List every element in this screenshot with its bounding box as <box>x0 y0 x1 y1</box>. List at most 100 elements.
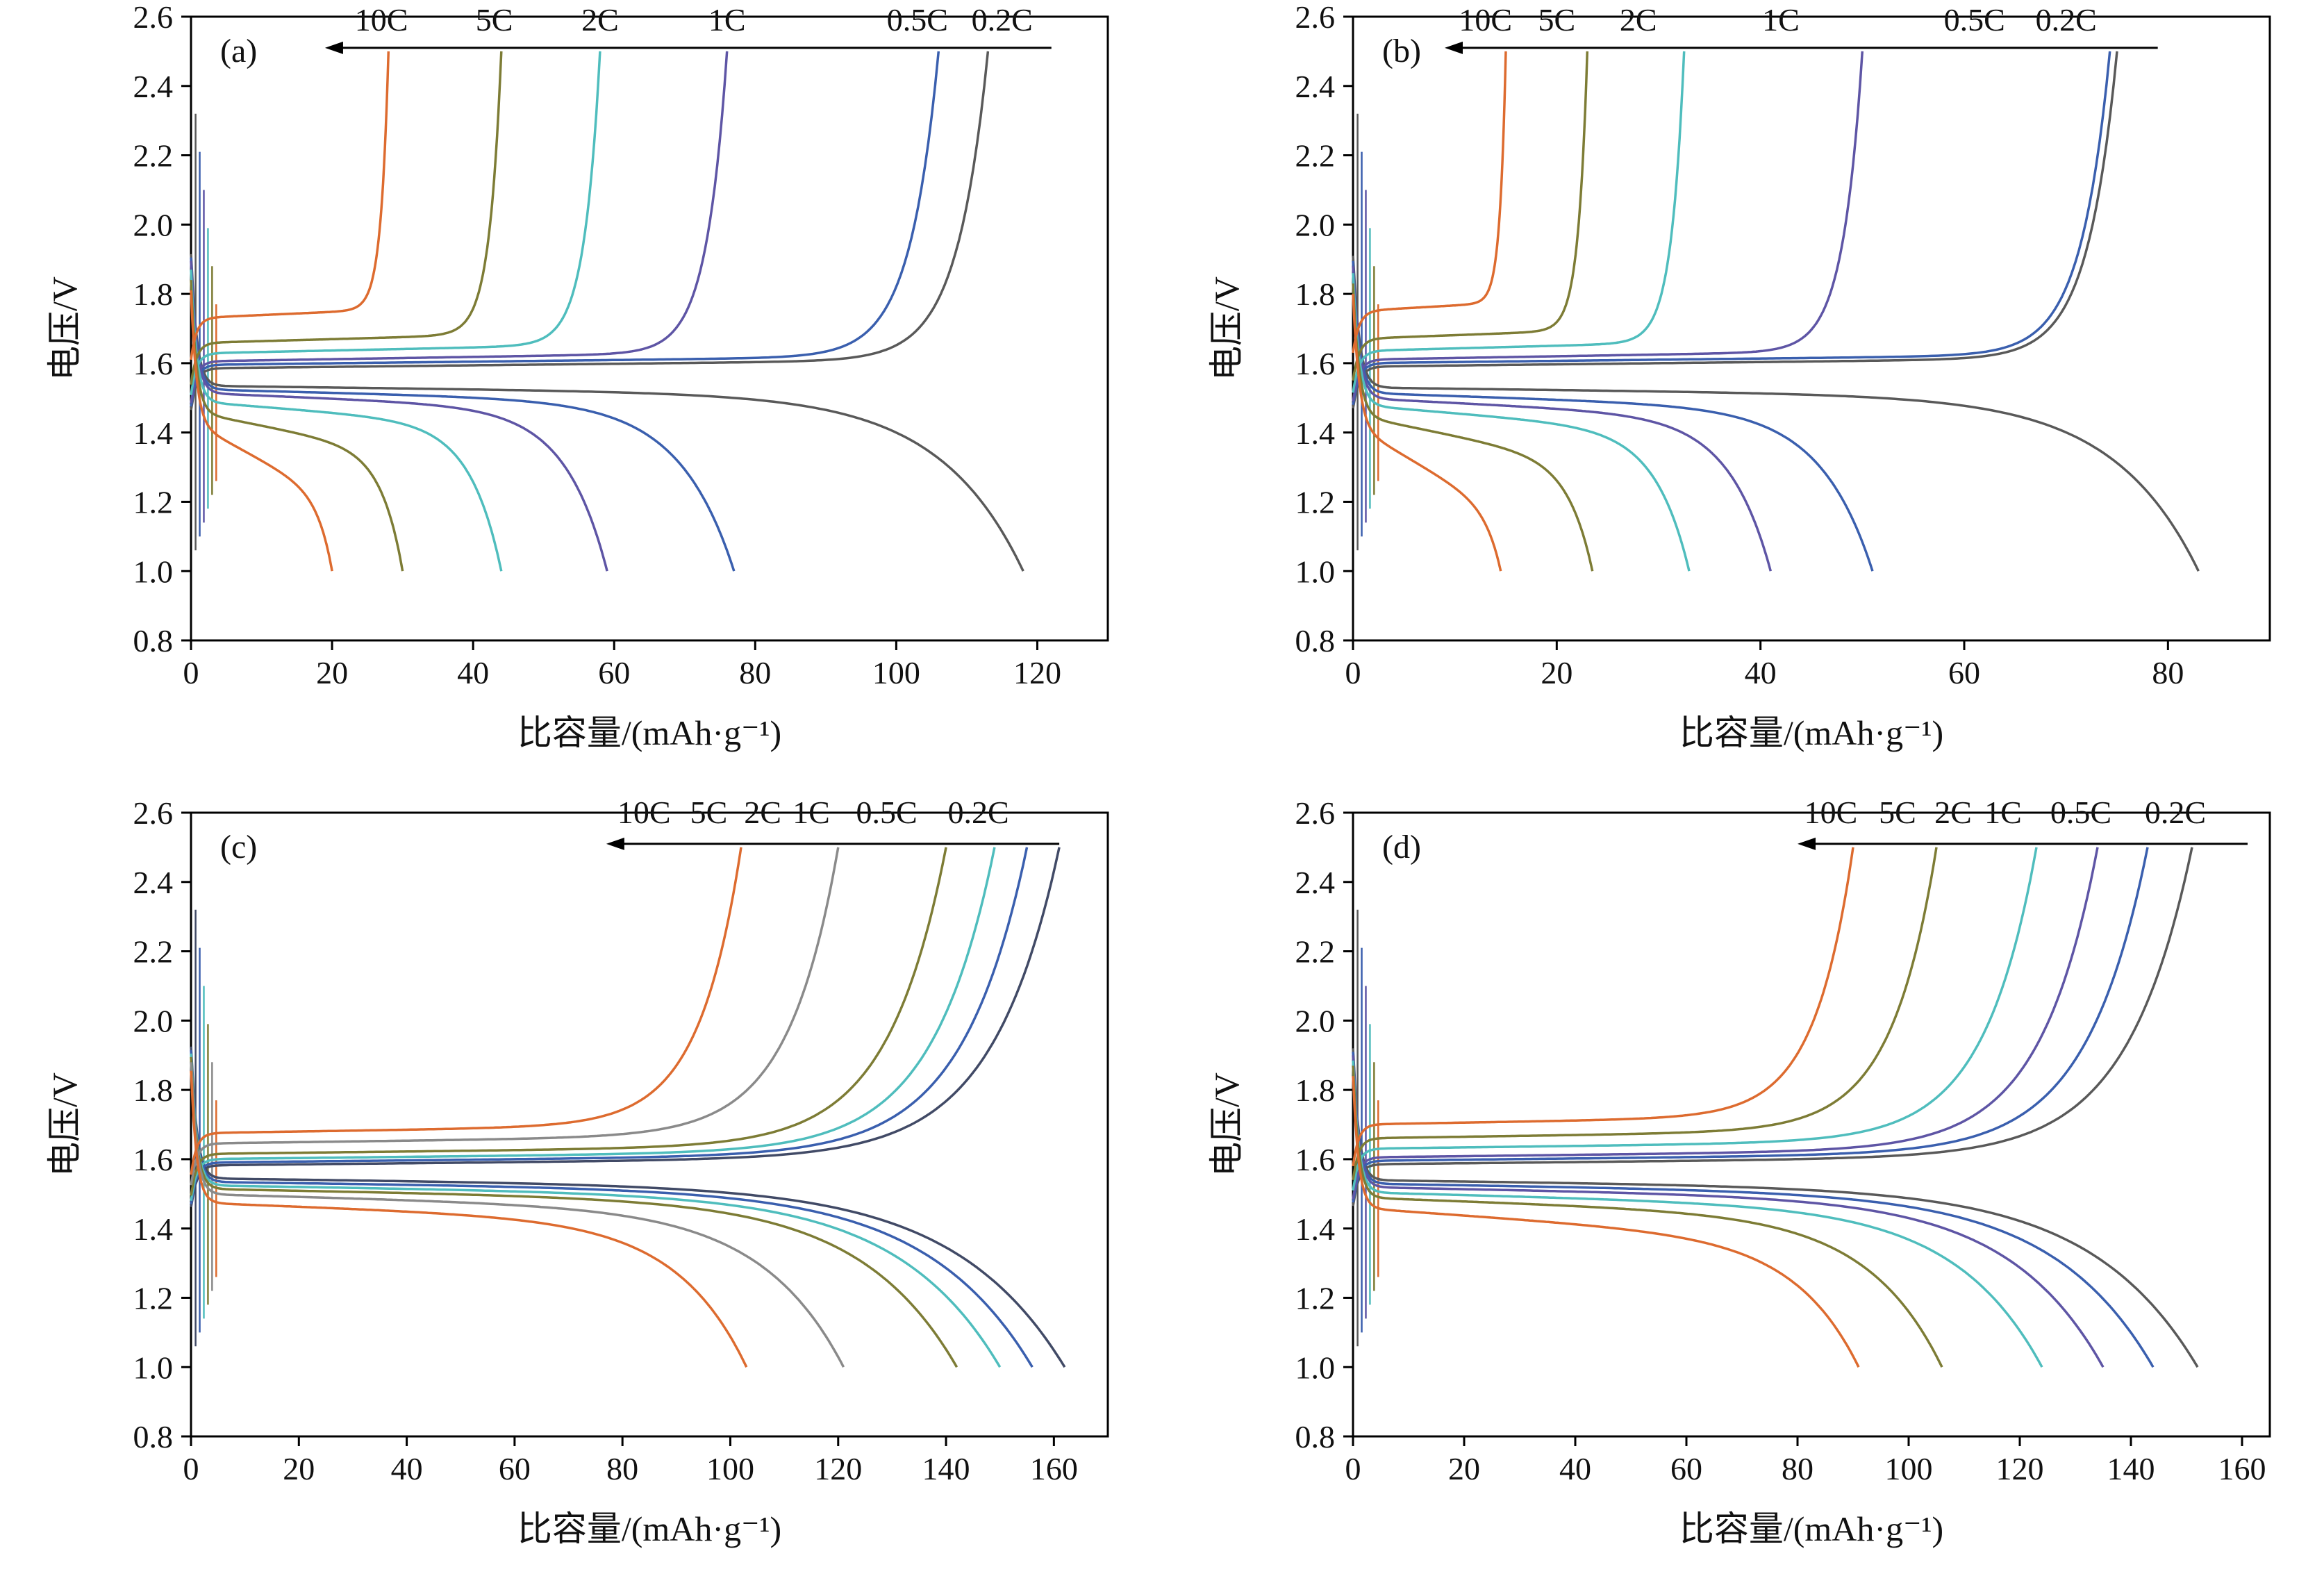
series-2C-discharge <box>1352 1060 2043 1368</box>
chart-panel-b: 0 20 40 60 80 0.8 1.0 1.2 1.4 1.6 1.8 2.0 2.2 2.4 2.6 比… <box>1207 0 2271 752</box>
y-tick-label: 1.2 <box>133 485 174 520</box>
y-tick-label: 1.0 <box>133 554 174 589</box>
series-0.5C-discharge <box>190 257 736 572</box>
plot-frame <box>1352 811 2271 1438</box>
series-10C-discharge <box>1352 294 1502 572</box>
panel-label: (b) <box>1382 33 1421 69</box>
series-0.2C-charge <box>190 847 1061 1208</box>
series-2C-discharge <box>1352 273 1691 572</box>
series-0.2C-discharge <box>190 254 1024 572</box>
rate-label: 1C <box>1762 2 1800 38</box>
chart-panel-c: 0 20 40 60 80 100 120 140 160 0.8 1.0 1.2 1.4 1.6 1.8 2… <box>45 796 1109 1548</box>
rate-label: 5C <box>476 2 513 38</box>
series-10C-discharge <box>190 290 333 572</box>
y-tick-label: 1.4 <box>133 1211 174 1247</box>
rate-arrow-head <box>324 41 343 54</box>
rate-label: 0.5C <box>1944 2 2005 38</box>
rate-label: 0.2C <box>972 2 1033 38</box>
y-tick-label: 2.4 <box>133 69 174 104</box>
rate-label: 0.2C <box>948 796 1009 830</box>
series-0.5C-discharge <box>1352 1052 2155 1368</box>
series-0.5C-charge <box>1352 847 2149 1203</box>
x-tick-label: 160 <box>1030 1451 1078 1486</box>
series-1C-charge <box>190 847 996 1202</box>
y-tick-label: 2.4 <box>1295 865 1336 900</box>
series-0.5C-charge <box>1352 51 2111 406</box>
series-2C-charge <box>1352 51 1686 393</box>
x-tick-label: 80 <box>739 655 771 690</box>
x-axis-title: 比容量/(mAh·g⁻¹) <box>517 1509 781 1548</box>
y-tick-label: 1.0 <box>1295 1350 1336 1385</box>
y-tick-label: 1.8 <box>133 1072 174 1108</box>
series-1C-charge <box>1352 847 2099 1200</box>
plot-frame <box>1352 15 2271 642</box>
y-tick-label: 0.8 <box>1295 1419 1336 1454</box>
series-0.5C-charge <box>190 847 1029 1205</box>
series-1C-charge <box>190 51 729 404</box>
y-tick-label: 1.6 <box>1295 346 1336 381</box>
panel-label: (c) <box>220 829 257 865</box>
series-2C-discharge <box>190 1056 958 1368</box>
series-5C-discharge <box>1352 283 1594 572</box>
rate-label: 1C <box>708 2 746 38</box>
rate-label: 5C <box>690 796 728 830</box>
rate-label: 0.5C <box>887 2 948 38</box>
x-axis-title: 比容量/(mAh·g⁻¹) <box>1679 713 1943 752</box>
y-tick-label: 2.0 <box>1295 1003 1336 1038</box>
series-10C-discharge <box>1352 1076 1860 1368</box>
rate-arrow-head <box>606 837 624 850</box>
x-tick-label: 160 <box>2218 1451 2266 1486</box>
x-tick-label: 20 <box>1448 1451 1480 1486</box>
rate-label: 5C <box>1538 2 1575 38</box>
y-axis-title: 电压/V <box>1207 1072 1246 1177</box>
y-tick-label: 1.0 <box>1295 554 1336 589</box>
series-1C-discharge <box>1352 266 1772 572</box>
rate-label: 0.2C <box>2145 796 2206 830</box>
series-0.2C-discharge <box>1352 1048 2199 1368</box>
x-tick-label: 120 <box>1013 655 1061 690</box>
series-5C-charge <box>1352 847 1938 1181</box>
series-2C-charge <box>1352 847 2038 1191</box>
y-tick-label: 0.8 <box>133 1419 174 1454</box>
series-10C-discharge <box>190 1070 748 1368</box>
y-tick-label: 2.0 <box>1295 207 1336 242</box>
y-tick-label: 1.8 <box>1295 1072 1336 1108</box>
x-tick-label: 100 <box>1885 1451 1933 1486</box>
panel-label: (d) <box>1382 829 1421 865</box>
x-tick-label: 60 <box>1670 1451 1702 1486</box>
y-tick-label: 2.2 <box>133 138 174 174</box>
series-5C-discharge <box>1352 1066 1943 1368</box>
x-tick-label: 100 <box>872 655 920 690</box>
series-0.2C-charge <box>1352 51 2118 409</box>
y-tick-label: 2.6 <box>1295 0 1336 35</box>
rate-label: 1C <box>1984 796 2022 830</box>
x-axis-title: 比容量/(mAh·g⁻¹) <box>517 713 781 752</box>
y-axis-title: 电压/V <box>45 276 84 381</box>
series-0.5C-discharge <box>1352 260 1874 572</box>
x-tick-label: 60 <box>1948 655 1980 690</box>
series-2C-discharge <box>190 270 503 572</box>
y-tick-label: 2.6 <box>1295 796 1336 831</box>
series-1C-charge <box>1352 51 1864 402</box>
y-tick-label: 2.0 <box>133 207 174 242</box>
rate-label: 10C <box>1804 796 1858 830</box>
panel-label: (a) <box>220 33 257 69</box>
x-tick-label: 0 <box>183 655 199 690</box>
series-1C-discharge <box>1352 1055 2105 1368</box>
plot-frame <box>190 15 1109 642</box>
rate-label: 10C <box>1459 2 1512 38</box>
y-tick-label: 2.6 <box>133 796 174 831</box>
x-tick-label: 60 <box>499 1451 531 1486</box>
y-axis-title: 电压/V <box>1207 276 1246 381</box>
rate-label: 10C <box>355 2 408 38</box>
plot-frame <box>190 811 1109 1438</box>
x-tick-label: 20 <box>316 655 348 690</box>
series-1C-discharge <box>190 260 608 572</box>
y-tick-label: 2.4 <box>1295 69 1336 104</box>
rate-label: 10C <box>617 796 671 830</box>
x-tick-label: 120 <box>1996 1451 2044 1486</box>
series-2C-charge <box>190 51 601 396</box>
chart-panel-d: 0 20 40 60 80 100 120 140 160 0.8 1.0 1.2 1.4 1.6 1.8 2… <box>1207 796 2271 1548</box>
series-0.5C-charge <box>190 51 940 407</box>
